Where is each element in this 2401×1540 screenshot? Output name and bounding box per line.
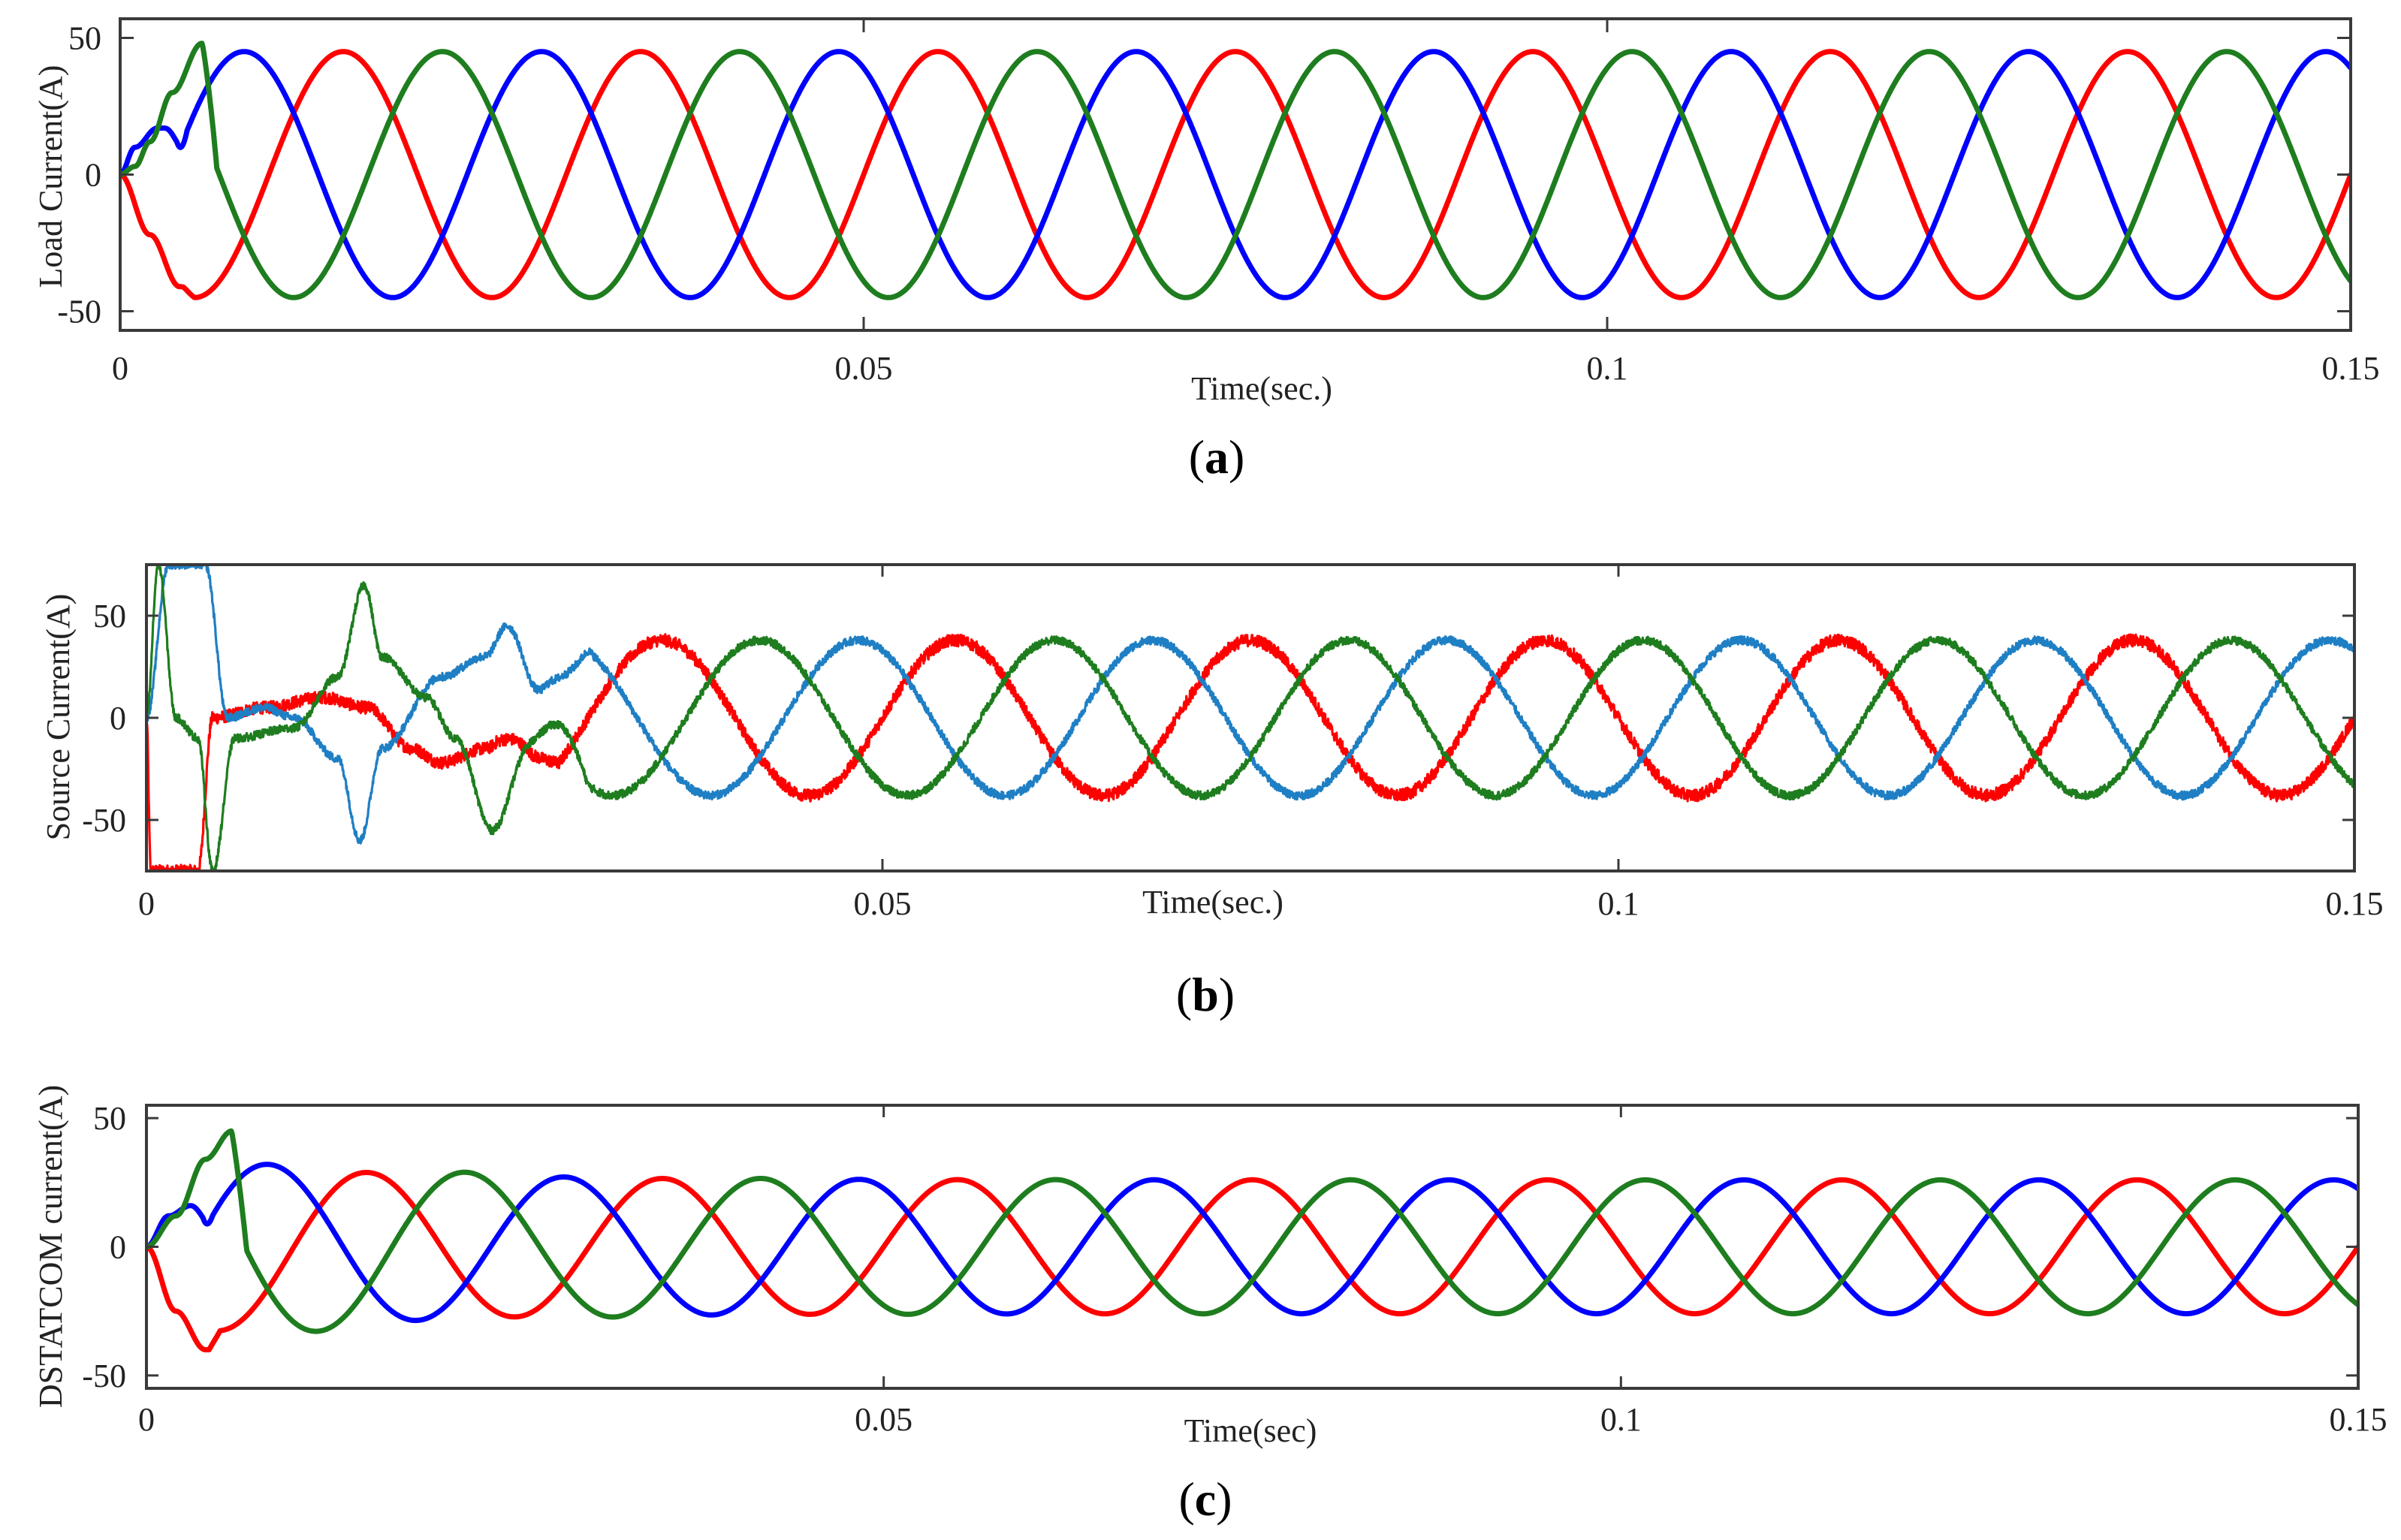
panel-c-caption: (c) (1178, 1472, 1232, 1526)
panel-a-y-tick-label: -50 (57, 294, 101, 330)
panel-b-y-axis-label: Source Current(A) (40, 594, 77, 841)
panel-b-y-tick-label: -50 (82, 802, 126, 839)
panel-c-series-line-3 (146, 1128, 2358, 1334)
panel-a-caption: (a) (1189, 430, 1245, 484)
panel-b-series-line-3 (146, 565, 2354, 871)
panel-b-x-tick-label: 0 (138, 885, 155, 922)
panel-c-y-axis-label: DSTATCOM current(A) (32, 1085, 69, 1408)
panel-c-y-tick-label: 50 (93, 1100, 126, 1137)
panel-c-axes-frame (145, 1104, 2360, 1390)
panel-b-y-tick-label: 50 (93, 598, 126, 634)
panel-c-x-axis-label: Time(sec) (1184, 1412, 1317, 1449)
panel-c-y-tick-label: 0 (110, 1229, 126, 1266)
panel-a-y-tick-label: 0 (85, 157, 101, 194)
panel-a-x-axis-label: Time(sec.) (1191, 370, 1332, 407)
panel-c-x-tick-label: 0.05 (855, 1401, 912, 1438)
panel-a-x-tick-label: 0 (112, 350, 128, 387)
panel-a-ticks: 0 0.05 0.1 0.15 -50 0 50 (57, 19, 2380, 387)
panel-b-x-axis-label: Time(sec.) (1142, 884, 1283, 921)
panel-c-x-tick-label: 0 (138, 1401, 155, 1438)
panel-a-x-tick-label: 0.15 (2322, 350, 2380, 387)
panel-c-x-tick-label: 0.1 (1600, 1401, 1642, 1438)
panel-a-x-tick-label: 0.1 (1587, 350, 1628, 387)
panel-c-dstatcom-current: 0 0.05 0.1 0.15 -50 0 50 DSTATCOM current(A) T… (32, 1085, 2387, 1526)
panel-c-series-line-1 (146, 1170, 2358, 1353)
panel-c-ticks: 0 0.05 0.1 0.15 -50 0 50 (82, 1100, 2387, 1438)
panel-b-source-current: 0 0.05 0.1 0.15 -50 0 50 Source Current(A) Tim… (40, 563, 2384, 1021)
panel-b-axes-frame (145, 563, 2356, 872)
panel-a-y-tick-label: 50 (68, 20, 101, 56)
panel-c-series (146, 1128, 2358, 1353)
panel-a-y-axis-label: Load Current(A) (32, 65, 69, 288)
panel-a-series-line-1 (120, 49, 2351, 300)
panel-c-x-tick-label: 0.15 (2330, 1401, 2387, 1438)
panel-a-load-current: 0 0.05 0.1 0.15 -50 0 50 Load Current(A) Time(… (32, 17, 2380, 484)
panel-b-caption: (b) (1176, 968, 1235, 1021)
panel-a-x-tick-label: 0.05 (835, 350, 893, 387)
panel-b-x-tick-label: 0.1 (1598, 885, 1639, 922)
panel-b-series (146, 565, 2354, 871)
panel-b-y-tick-label: 0 (110, 700, 126, 737)
panel-c-y-tick-label: -50 (82, 1358, 126, 1394)
panel-a-series-line-3 (120, 41, 2351, 300)
panel-a-axes-frame (119, 17, 2352, 332)
panel-b-ticks: 0 0.05 0.1 0.15 -50 0 50 (82, 565, 2384, 922)
panel-b-x-tick-label: 0.15 (2326, 885, 2384, 922)
panel-b-series-line-1 (146, 633, 2354, 871)
panel-a-series (120, 41, 2351, 300)
panel-b-x-tick-label: 0.05 (854, 885, 912, 922)
